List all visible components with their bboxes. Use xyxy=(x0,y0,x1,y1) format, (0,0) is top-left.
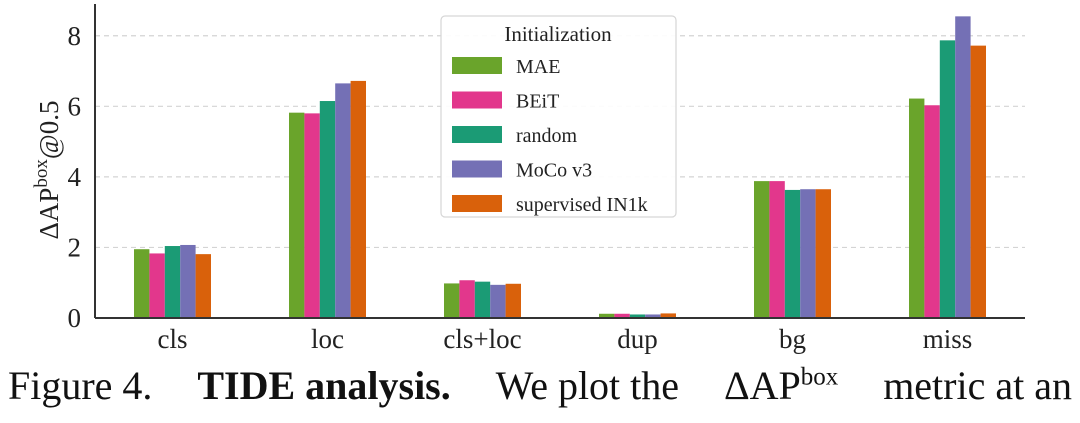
bar xyxy=(660,313,676,318)
bar xyxy=(149,253,165,318)
bar xyxy=(614,313,630,318)
legend-label: BEiT xyxy=(516,91,559,113)
bar xyxy=(180,244,196,318)
figure-label: Figure 4. xyxy=(8,363,153,408)
bar xyxy=(909,98,925,318)
bar xyxy=(645,314,661,318)
x-tick-label: cls xyxy=(158,324,188,354)
bars xyxy=(134,16,986,319)
bar xyxy=(599,313,615,318)
bar xyxy=(970,45,986,318)
x-tick-label: cls+loc xyxy=(443,324,521,354)
bar xyxy=(350,80,366,319)
legend-swatch xyxy=(452,195,502,212)
bar xyxy=(335,83,351,318)
bar xyxy=(505,283,521,318)
caption-bold-title: TIDE analysis. xyxy=(197,363,451,408)
bar xyxy=(289,112,305,319)
bar xyxy=(629,314,646,318)
legend-label: MAE xyxy=(516,56,560,78)
legend-swatch xyxy=(452,126,502,143)
bar xyxy=(815,189,831,318)
y-axis-label: ΔAPbox@0.5 xyxy=(31,100,64,239)
legend-swatch xyxy=(452,91,502,109)
legend-label: random xyxy=(516,125,578,147)
y-tick-label: 8 xyxy=(68,21,82,51)
y-tick-label: 4 xyxy=(68,162,82,192)
figure-caption: Figure 4. TIDE analysis. We plot the ΔAP… xyxy=(8,362,1072,409)
legend-swatch xyxy=(452,57,502,74)
legend-items: MAE BEiT random MoCo v3 supervised IN1k xyxy=(452,56,648,216)
x-tick-label: bg xyxy=(779,324,806,354)
x-tick-labels: cls loc cls+loc dup bg miss xyxy=(158,324,973,354)
bar xyxy=(939,40,956,318)
x-tick-label: loc xyxy=(311,324,344,354)
bar xyxy=(444,283,460,318)
bar xyxy=(924,105,940,318)
x-tick-label: miss xyxy=(923,324,973,354)
bar xyxy=(474,281,491,318)
caption-text-before: We plot the xyxy=(495,363,680,408)
bar xyxy=(459,280,475,318)
legend-label: supervised IN1k xyxy=(516,194,648,216)
bar xyxy=(195,254,211,318)
legend-swatch xyxy=(452,160,502,178)
grid-lines xyxy=(95,35,1025,249)
bar xyxy=(784,189,801,318)
legend-title: Initialization xyxy=(504,22,612,46)
bar xyxy=(134,249,150,318)
x-tick-label: dup xyxy=(617,324,658,354)
bar xyxy=(319,101,336,319)
y-tick-label: 0 xyxy=(68,303,82,333)
y-tick-label: 6 xyxy=(68,91,82,121)
legend-label: MoCo v3 xyxy=(516,160,592,182)
bar xyxy=(800,189,816,318)
bar xyxy=(769,181,785,318)
caption-text-after: metric at an xyxy=(883,363,1072,408)
bar xyxy=(490,284,506,318)
y-tick-labels: 0 2 4 6 8 xyxy=(68,21,82,333)
y-tick-label: 2 xyxy=(68,232,82,262)
bar xyxy=(955,16,971,318)
bar xyxy=(164,246,181,318)
bar xyxy=(304,113,320,318)
legend-frame xyxy=(440,15,677,218)
bar xyxy=(754,181,770,318)
caption-metric: ΔAPbox xyxy=(723,363,839,408)
legend: Initialization MAE BEiT random MoCo v3 super… xyxy=(440,15,677,218)
